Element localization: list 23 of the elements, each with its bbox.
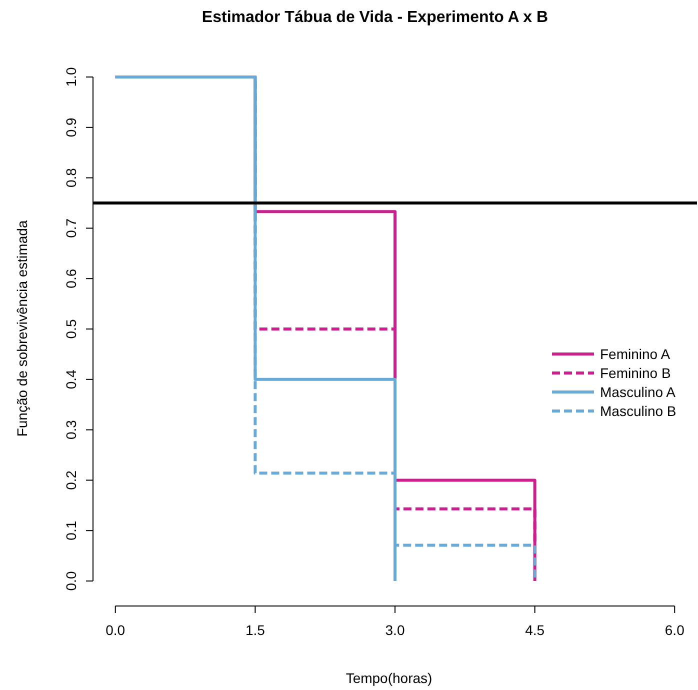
legend-label: Masculino A bbox=[600, 384, 676, 400]
y-tick-label: 0.1 bbox=[62, 520, 79, 540]
y-tick-label: 0.6 bbox=[62, 268, 79, 288]
y-tick-label: 0.5 bbox=[62, 319, 79, 339]
x-tick-label: 6.0 bbox=[664, 622, 685, 638]
y-tick-label: 1.0 bbox=[62, 67, 79, 87]
y-tick-label: 0.3 bbox=[62, 420, 79, 440]
y-tick-label: 0.8 bbox=[62, 168, 79, 188]
y-axis-title: Função de sobrevivência estimada bbox=[14, 220, 30, 437]
chart-title: Estimador Tábua de Vida - Experimento A x B bbox=[202, 9, 548, 26]
legend-label: Feminino B bbox=[600, 364, 671, 381]
legend-label: Masculino B bbox=[600, 402, 676, 419]
y-tick-label: 0.2 bbox=[62, 470, 79, 490]
x-tick-label: 1.5 bbox=[245, 622, 266, 638]
y-tick-label: 0.0 bbox=[62, 571, 79, 591]
legend-label: Feminino A bbox=[600, 346, 671, 362]
y-tick-label: 0.9 bbox=[62, 117, 79, 138]
y-tick-label: 0.4 bbox=[62, 369, 79, 390]
x-tick-label: 4.5 bbox=[525, 622, 545, 638]
y-tick-label: 0.7 bbox=[62, 218, 79, 238]
x-axis-title: Tempo(horas) bbox=[346, 670, 432, 686]
x-tick-label: 0.0 bbox=[106, 622, 126, 638]
x-tick-label: 3.0 bbox=[385, 622, 405, 638]
